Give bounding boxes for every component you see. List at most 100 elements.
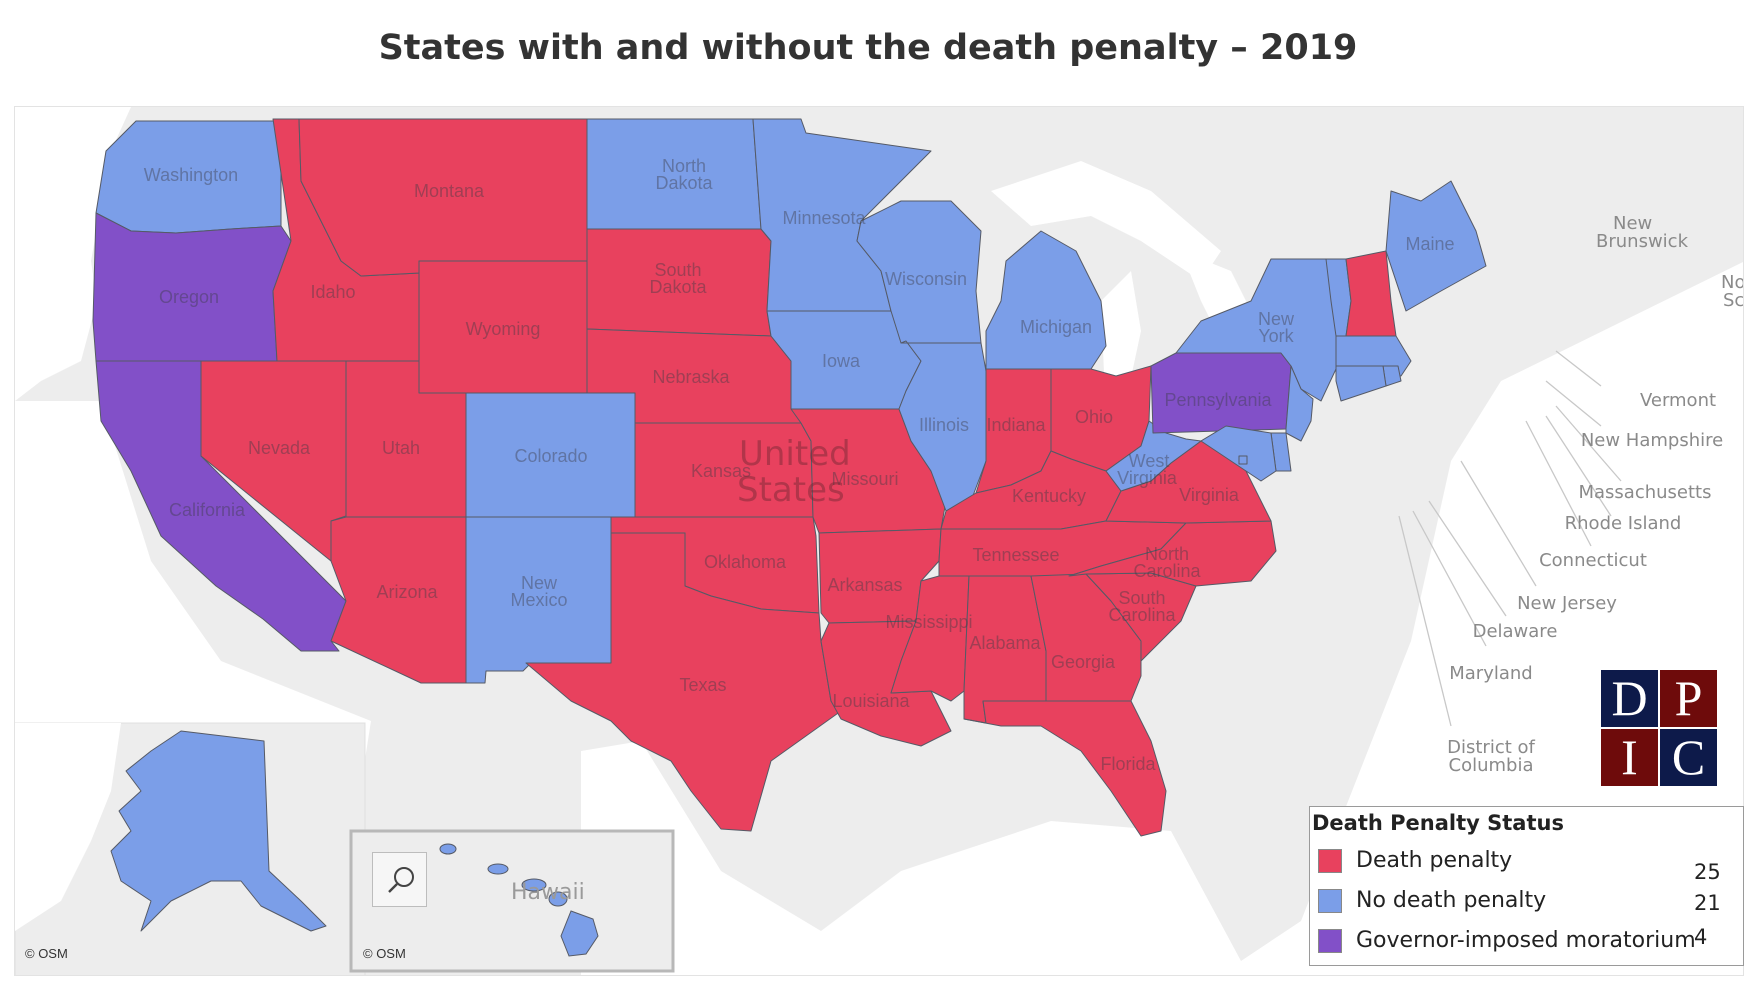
neighbor-label-nova-scotia-2: Sc bbox=[1723, 290, 1744, 311]
state-label-montana: Montana bbox=[414, 181, 485, 201]
state-hawaii-island-maui[interactable] bbox=[548, 891, 568, 907]
dpic-logo: D P I C bbox=[1601, 670, 1717, 786]
leader-line bbox=[1555, 350, 1602, 387]
state-label-mississippi: Mississippi bbox=[885, 612, 972, 632]
legend-count: 21 bbox=[1694, 891, 1721, 915]
state-label-south-dakota-2: Dakota bbox=[649, 277, 707, 297]
state-label-new-mexico-1: New bbox=[521, 573, 558, 593]
map-search-button[interactable] bbox=[372, 852, 427, 907]
state-label-florida: Florida bbox=[1100, 754, 1156, 774]
osm-attribution-alaska: © OSM bbox=[25, 946, 68, 961]
logo-letter-c: C bbox=[1660, 729, 1717, 786]
state-new-jersey[interactable] bbox=[1285, 365, 1314, 442]
state-label-texas: Texas bbox=[679, 675, 726, 695]
leader-line bbox=[1545, 415, 1612, 517]
leader-line bbox=[1460, 460, 1537, 587]
callout-labels-layer: Vermont New Hampshire Massachusetts Rhode I… bbox=[1447, 390, 1723, 776]
state-west-virginia[interactable] bbox=[1105, 420, 1202, 492]
state-label-south-dakota-1: South bbox=[654, 260, 701, 280]
state-label-south-carolina-1: South bbox=[1118, 588, 1165, 608]
state-label-north-carolina-2: Carolina bbox=[1133, 561, 1201, 581]
callout-label-rhode-island: Rhode Island bbox=[1565, 513, 1682, 534]
state-label-north-carolina-1: North bbox=[1145, 544, 1189, 564]
state-label-minnesota: Minnesota bbox=[782, 208, 866, 228]
map-viewport[interactable]: Washington Oregon California Nevada Idaho Mon… bbox=[14, 106, 1744, 976]
leader-line bbox=[1525, 420, 1592, 547]
lake-superior bbox=[991, 161, 1221, 281]
legend-label: Governor-imposed moratorium bbox=[1356, 928, 1696, 953]
state-label-michigan: Michigan bbox=[1020, 317, 1092, 337]
state-label-new-mexico-2: Mexico bbox=[510, 590, 567, 610]
atlantic-and-gulf bbox=[581, 261, 1743, 975]
state-texas[interactable] bbox=[525, 532, 842, 832]
states-layer bbox=[92, 118, 1487, 837]
state-florida[interactable] bbox=[963, 700, 1167, 837]
state-label-south-carolina-2: Carolina bbox=[1108, 605, 1176, 625]
state-hawaii-island-oahu[interactable] bbox=[487, 863, 509, 875]
state-label-kansas: Kansas bbox=[691, 461, 751, 481]
state-label-georgia: Georgia bbox=[1051, 652, 1116, 672]
logo-letter-p: P bbox=[1660, 670, 1717, 727]
state-label-wisconsin: Wisconsin bbox=[885, 269, 967, 289]
callout-label-vermont: Vermont bbox=[1640, 390, 1716, 411]
alaska-inset-water bbox=[15, 723, 121, 931]
leader-line bbox=[1545, 380, 1602, 427]
legend-item-no-death-penalty[interactable]: No death penalty 21 bbox=[1318, 887, 1738, 915]
state-maryland[interactable] bbox=[1200, 425, 1277, 482]
leader-line bbox=[1428, 500, 1507, 617]
state-label-north-dakota-2: Dakota bbox=[655, 173, 713, 193]
state-label-west-virginia-2: Virginia bbox=[1117, 468, 1178, 488]
callout-label-district-of-columbia-2: Columbia bbox=[1449, 755, 1534, 776]
state-label-arizona: Arizona bbox=[376, 582, 438, 602]
legend-swatch-moratorium bbox=[1318, 929, 1342, 953]
logo-letter-i: I bbox=[1601, 729, 1658, 786]
state-label-utah: Utah bbox=[382, 438, 420, 458]
state-hawaii-island-kauai[interactable] bbox=[439, 843, 457, 855]
state-connecticut[interactable] bbox=[1335, 365, 1387, 402]
state-label-nebraska: Nebraska bbox=[652, 367, 730, 387]
state-label-virginia: Virginia bbox=[1179, 485, 1240, 505]
state-label-tennessee: Tennessee bbox=[972, 545, 1059, 565]
state-michigan[interactable] bbox=[985, 230, 1107, 370]
state-label-maine: Maine bbox=[1405, 234, 1454, 254]
callout-label-district-of-columbia-1: District of bbox=[1447, 737, 1535, 758]
state-label-wyoming: Wyoming bbox=[466, 319, 541, 339]
state-label-washington: Washington bbox=[144, 165, 238, 185]
legend-item-moratorium[interactable]: Governor-imposed moratorium 4 bbox=[1318, 925, 1738, 955]
state-label-alabama: Alabama bbox=[969, 633, 1041, 653]
hawaii-label: Hawaii bbox=[511, 880, 585, 905]
legend-label: Death penalty bbox=[1356, 848, 1513, 873]
leader-line bbox=[1412, 510, 1487, 647]
callout-label-massachusetts: Massachusetts bbox=[1578, 482, 1711, 503]
legend-title: Death Penalty Status bbox=[1312, 811, 1564, 835]
state-label-ohio: Ohio bbox=[1075, 407, 1113, 427]
state-labels-layer: Washington Oregon California Nevada Idaho Mon… bbox=[144, 156, 1455, 774]
state-label-missouri: Missouri bbox=[831, 469, 898, 489]
leader-line bbox=[1398, 515, 1452, 727]
state-maine[interactable] bbox=[1385, 180, 1487, 312]
state-label-north-dakota-1: North bbox=[662, 156, 706, 176]
neighbor-label-new-brunswick-2: Brunswick bbox=[1596, 231, 1689, 252]
state-label-west-virginia-1: West bbox=[1129, 451, 1170, 471]
callout-label-connecticut: Connecticut bbox=[1539, 550, 1647, 571]
neighbor-label-nova-scotia-1: No bbox=[1721, 272, 1744, 293]
state-district-of-columbia[interactable] bbox=[1238, 455, 1248, 465]
state-label-nevada: Nevada bbox=[248, 438, 311, 458]
map-title: States with and without the death penalt… bbox=[378, 28, 1358, 68]
state-alaska[interactable] bbox=[110, 730, 327, 932]
state-label-pennsylvania: Pennsylvania bbox=[1164, 390, 1272, 410]
state-hawaii-island-molokai[interactable] bbox=[521, 878, 547, 892]
legend-swatch-no-death-penalty bbox=[1318, 889, 1342, 913]
state-label-louisiana: Louisiana bbox=[832, 691, 910, 711]
state-label-california: California bbox=[169, 500, 246, 520]
state-label-new-york-1: New bbox=[1258, 309, 1295, 329]
neighbor-label-new-brunswick-1: New bbox=[1613, 213, 1652, 234]
callout-label-delaware: Delaware bbox=[1473, 621, 1558, 642]
state-north-carolina[interactable] bbox=[1068, 520, 1277, 587]
us-state-map[interactable]: Washington Oregon California Nevada Idaho Mon… bbox=[15, 107, 1744, 976]
state-label-kentucky: Kentucky bbox=[1012, 486, 1086, 506]
legend-item-death-penalty[interactable]: Death penalty 25 bbox=[1318, 847, 1738, 884]
state-label-idaho: Idaho bbox=[310, 282, 355, 302]
state-hawaii-island-big-island[interactable] bbox=[560, 910, 599, 957]
callout-leader-lines bbox=[1398, 350, 1622, 727]
